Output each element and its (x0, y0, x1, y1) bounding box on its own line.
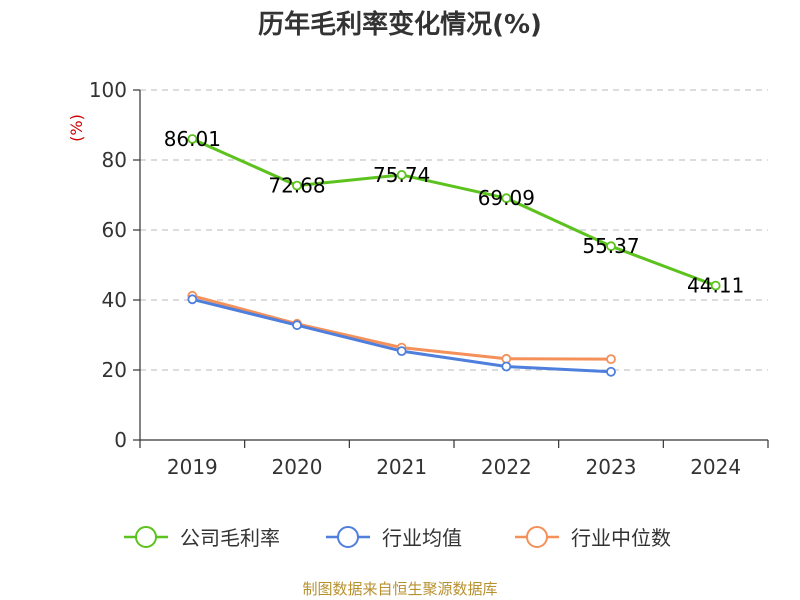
grid-lines (140, 89, 768, 371)
x-tick-label: 2021 (376, 455, 427, 479)
y-tick-label: 60 (102, 218, 127, 242)
source-caption: 制图数据来自恒生聚源数据库 (302, 580, 498, 598)
x-tick-label: 2019 (167, 455, 218, 479)
data-label: 69.09 (478, 186, 535, 210)
legend-marker (526, 526, 548, 548)
data-label: 86.01 (164, 127, 221, 151)
data-point (606, 366, 616, 377)
series-line (191, 137, 717, 288)
axes: 0 20 40 60 80 100 2019 2020 2021 2022 2023 2024 (89, 78, 769, 479)
series-line (191, 297, 612, 374)
y-tick-label: 40 (102, 288, 127, 312)
y-tick-label: 100 (89, 78, 127, 102)
y-tick-label: 20 (102, 358, 127, 382)
legend-label: 行业均值 (382, 526, 462, 550)
series-layer (187, 134, 721, 377)
data-point (187, 294, 198, 305)
data-point (501, 193, 512, 204)
legend: 公司毛利率 行业均值 行业中位数 (124, 526, 671, 550)
data-label: 72.68 (268, 174, 325, 198)
data-point (606, 354, 616, 365)
legend-label: 行业中位数 (571, 526, 671, 550)
legend-marker (337, 526, 359, 548)
y-axis-unit-label: (%) (67, 114, 86, 142)
data-point (710, 280, 721, 291)
data-labels: 86.01 72.68 75.74 69.09 55.37 44.11 (164, 127, 745, 298)
data-point (396, 170, 407, 180)
legend-marker (135, 526, 157, 548)
data-point (292, 320, 302, 331)
data-label: 75.74 (373, 163, 430, 187)
y-tick-label: 0 (114, 428, 127, 452)
data-point (187, 134, 198, 144)
data-point (501, 353, 512, 364)
data-point (606, 241, 616, 252)
data-label: 44.11 (687, 274, 744, 298)
data-label: 55.37 (582, 234, 639, 258)
x-tick-label: 2024 (690, 455, 741, 479)
data-point (292, 180, 302, 191)
x-tick-label: 2022 (481, 455, 532, 479)
chart-title: 历年毛利率变化情况(%) (258, 10, 542, 40)
data-point (396, 346, 407, 357)
legend-label: 公司毛利率 (180, 526, 280, 550)
x-tick-label: 2020 (272, 455, 323, 479)
data-point (501, 361, 512, 372)
y-tick-label: 80 (102, 148, 127, 172)
x-tick-label: 2023 (586, 455, 637, 479)
